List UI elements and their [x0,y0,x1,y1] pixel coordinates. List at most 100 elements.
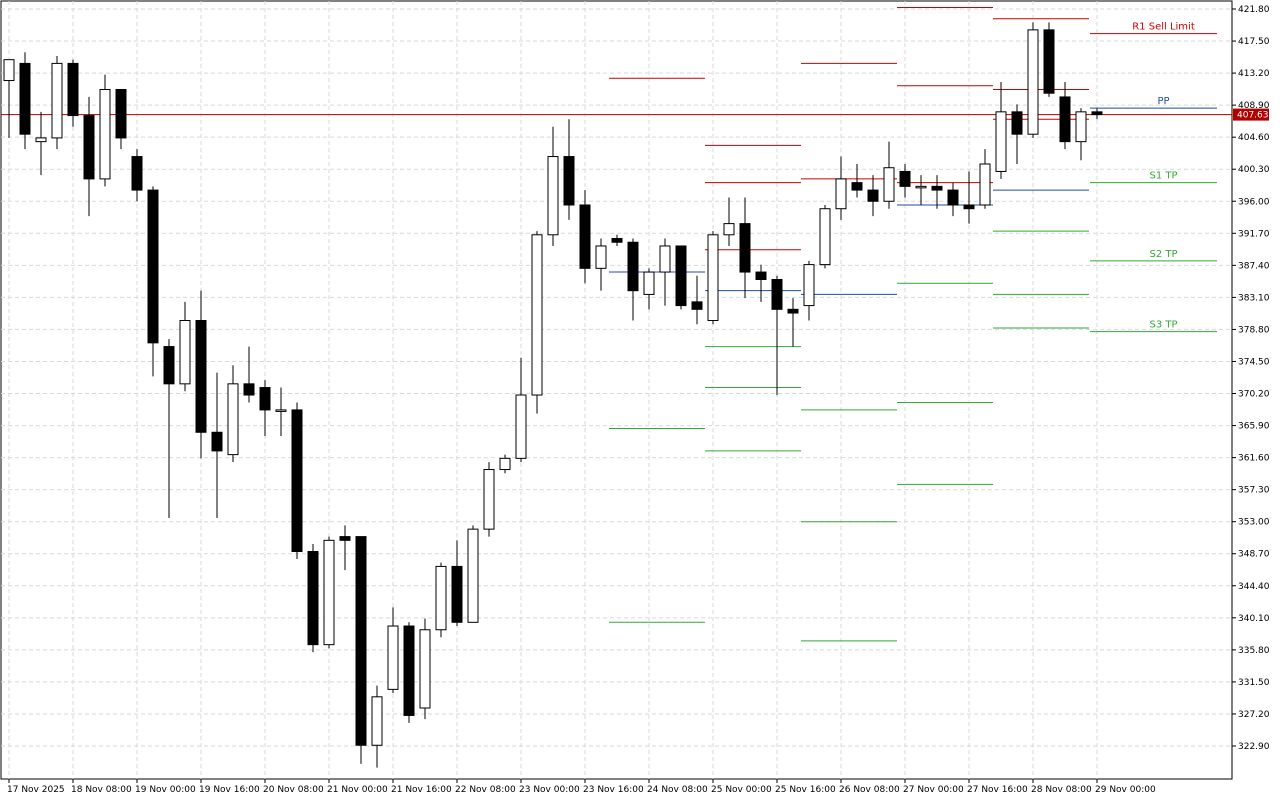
x-tick-label: 18 Nov 08:00 [71,785,132,795]
candle-bull [323,539,335,646]
candle-bull [435,565,447,631]
y-tick-label: 331.50 [1238,678,1270,688]
y-tick-label: 374.50 [1238,357,1270,367]
candle-bull [515,394,527,459]
y-tick-label: 340.10 [1238,614,1270,624]
candle-bear [851,182,863,191]
candle-bull [1027,29,1039,135]
candle-bear [19,62,31,135]
x-tick-label: 20 Nov 08:00 [263,785,324,795]
y-tick-label: 378.80 [1238,325,1270,335]
x-tick-label: 29 Nov 00:00 [1095,785,1156,795]
price-axis[interactable]: 421.80 417.50 413.20 408.90 404.60 400.30 396.… [1232,5,1270,752]
y-tick-label: 357.30 [1238,486,1270,496]
candle-bull [835,178,847,210]
candle-bear [83,115,95,180]
candle-bear [243,383,255,396]
plot-background [0,0,1233,780]
candle-bull [419,629,431,709]
x-tick-label: 21 Nov 00:00 [327,785,388,795]
candle-bull [179,319,191,385]
candle-bear [163,346,175,385]
x-tick-label: 24 Nov 08:00 [647,785,708,795]
candle-bull [723,223,735,236]
candle-bull [227,383,239,456]
x-tick-label: 27 Nov 16:00 [967,785,1028,795]
candle-bull [99,88,111,180]
level-label: S1 TP [1149,171,1177,182]
y-tick-label: 421.80 [1238,5,1270,15]
x-tick-label: 25 Nov 16:00 [775,785,836,795]
candle-bull [659,245,671,273]
candle-bull [643,271,655,295]
candle-bear [771,279,783,310]
y-tick-label: 408.90 [1238,101,1270,111]
x-tick-label: 25 Nov 00:00 [711,785,772,795]
pivot-levels [609,7,1089,642]
candle-bear [131,156,143,191]
x-tick-label: 27 Nov 00:00 [903,785,964,795]
candle-bear [563,156,575,206]
candle-bull [3,59,15,82]
candle-bear [1091,111,1103,116]
candle-bear [755,271,767,281]
y-tick-label: 404.60 [1238,133,1270,143]
candle-bull [499,457,511,471]
x-tick-label: 22 Nov 08:00 [455,785,516,795]
level-label: S2 TP [1149,249,1177,260]
candle-bear [867,189,879,202]
candle-bear [147,189,159,344]
y-tick-label: 344.40 [1238,582,1270,592]
y-tick-label: 361.60 [1238,454,1270,464]
candle-bull [467,528,479,623]
x-tick-label: 19 Nov 16:00 [199,785,260,795]
candle-bear [339,536,351,541]
candle-bull [979,163,991,206]
current-price-label: 407.63 [1237,111,1269,121]
x-tick-label: 19 Nov 00:00 [135,785,196,795]
candle-bear [195,319,207,433]
candle-bear [899,170,911,187]
x-tick-label: 23 Nov 00:00 [519,785,580,795]
candles [3,22,1103,768]
candle-bear [1011,111,1023,135]
candle-bull [1075,111,1087,143]
candle-bull [531,234,543,396]
y-tick-label: 417.50 [1238,37,1270,47]
candle-bear [931,185,943,191]
candle-bear [451,565,463,623]
x-tick-label: 26 Nov 08:00 [839,785,900,795]
candle-bull [915,185,927,189]
y-tick-label: 400.30 [1238,165,1270,175]
current-price-badge [1233,108,1269,121]
y-tick-label: 335.80 [1238,646,1270,656]
candle-bear [115,88,127,139]
x-tick-label: 21 Nov 16:00 [391,785,452,795]
candle-bull [803,264,815,307]
candle-bull [819,208,831,266]
candle-bull [883,167,895,202]
candle-bull [387,625,399,690]
y-tick-label: 353.00 [1238,518,1270,528]
y-tick-label: 383.10 [1238,293,1270,303]
y-tick-label: 322.90 [1238,742,1270,752]
x-tick-label: 23 Nov 16:00 [583,785,644,795]
time-axis[interactable]: 17 Nov 2025 18 Nov 08:00 19 Nov 00:00 19 No… [7,779,1156,795]
level-label: R1 Sell Limit [1132,22,1195,33]
y-tick-label: 365.90 [1238,422,1270,432]
candle-bull [275,409,287,412]
x-tick-label: 17 Nov 2025 [7,785,65,795]
candle-bear [307,551,319,646]
level-label: PP [1157,96,1169,107]
level-label: S3 TP [1149,320,1177,331]
candle-bear [739,223,751,273]
candle-bear [1043,29,1055,94]
y-tick-label: 327.20 [1238,710,1270,720]
y-tick-label: 387.40 [1238,261,1270,271]
candle-bear [691,301,703,310]
candle-bear [947,189,959,206]
candle-bear [291,409,303,553]
candle-bear [963,204,975,210]
y-tick-label: 413.20 [1238,69,1270,79]
